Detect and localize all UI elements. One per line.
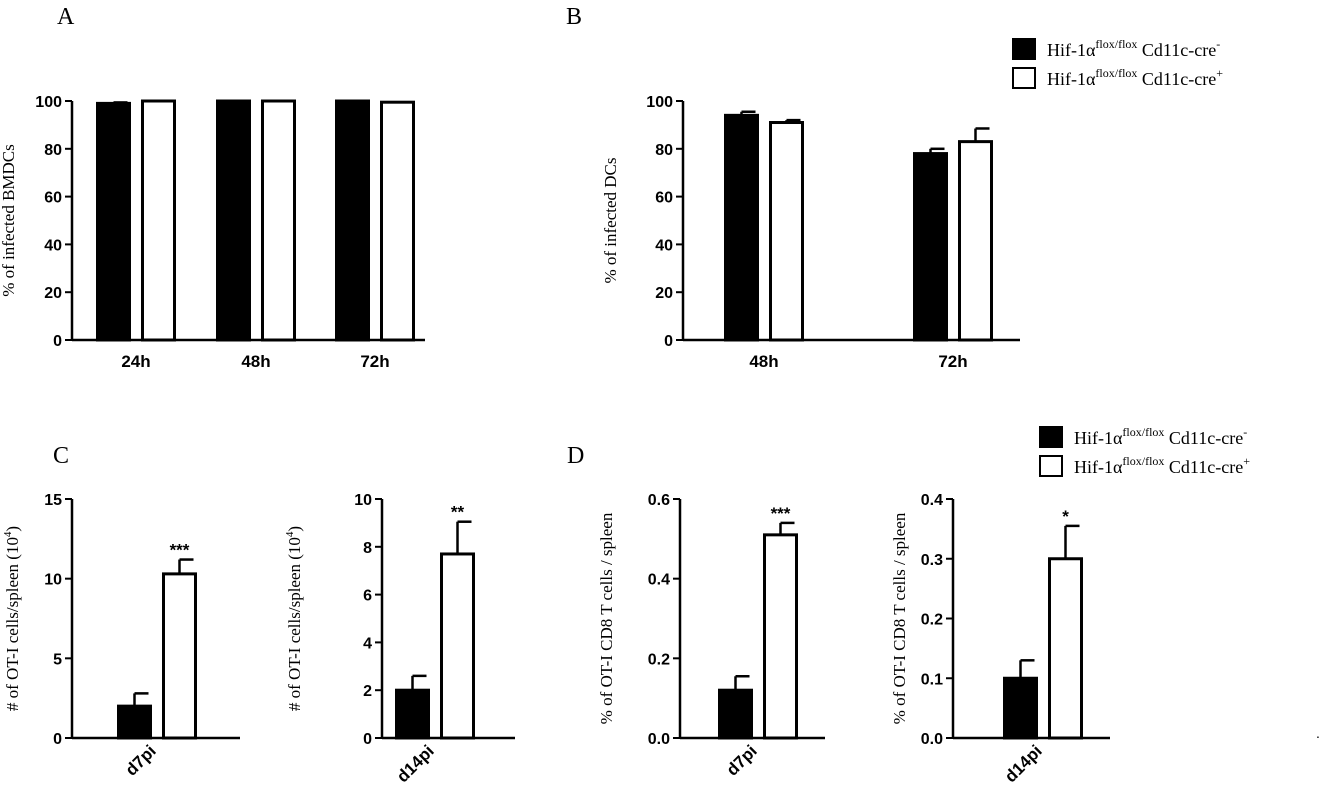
category-label-D1-0: d7pi	[723, 741, 761, 779]
chart-A: A % of infected BMDCs 0 20 40 60 80 100 24h 48h 72…	[0, 4, 425, 371]
category-label-A-2: 72h	[360, 352, 389, 371]
legend-label-B-0: Hif-1αflox/flox Cd11c-cre-	[1047, 37, 1220, 60]
y-tick-label-D1-0: 0.0	[648, 731, 670, 748]
y-tick-label-B-4: 80	[655, 142, 673, 159]
panel-label-C1: C	[53, 443, 69, 469]
y-tick-label-A-1: 20	[44, 285, 62, 302]
y-tick-label-D1-1: 0.2	[648, 651, 670, 668]
bar-C2-s1-c0	[440, 552, 475, 740]
y-tick-label-A-3: 60	[44, 190, 62, 207]
y-tick-label-C1-2: 10	[44, 572, 62, 589]
y-tick-label-C1-0: 0	[53, 731, 62, 748]
legend-swatch-D-0	[1039, 426, 1063, 448]
category-label-C2-0: d14pi	[393, 741, 438, 786]
legend-swatch-B-0	[1012, 38, 1036, 60]
chart-D1: D % of OT-I CD8 T cells / spleen 0.0 0.2 0.4…	[567, 443, 825, 780]
significance-C2-0: **	[451, 503, 465, 522]
legend-label-B-1: Hif-1αflox/flox Cd11c-cre+	[1047, 66, 1223, 89]
bar-D1-s0-c0	[718, 688, 753, 740]
bar-D2-s1-c0	[1048, 557, 1083, 740]
panel-label-B: B	[566, 4, 582, 30]
category-label-C1-0: d7pi	[122, 741, 160, 779]
y-tick-label-A-0: 0	[53, 333, 62, 350]
y-tick-label-A-5: 100	[35, 94, 62, 111]
y-tick-label-A-4: 80	[44, 142, 62, 159]
stray-mark: .	[1316, 725, 1320, 741]
bar-A-s1-c0	[141, 99, 176, 342]
bar-A-s1-c2	[380, 100, 415, 342]
y-tick-label-B-5: 100	[646, 94, 673, 111]
category-label-A-1: 48h	[241, 352, 270, 371]
y-axis-label-D2: % of OT-I CD8 T cells / spleen	[890, 512, 909, 724]
y-tick-label-D2-0: 0.0	[921, 731, 943, 748]
y-tick-label-D2-4: 0.4	[921, 492, 943, 509]
category-label-B-0: 48h	[749, 352, 778, 371]
legend-swatch-B-1	[1012, 67, 1036, 89]
y-tick-label-C2-4: 8	[363, 540, 372, 557]
bar-A-s1-c1	[261, 99, 296, 342]
bar-C2-s0-c0	[395, 688, 430, 740]
significance-C1-0: ***	[170, 541, 190, 560]
y-tick-label-C2-2: 4	[363, 635, 372, 652]
y-tick-label-B-1: 20	[655, 285, 673, 302]
y-tick-label-C2-3: 6	[363, 588, 372, 605]
bar-B-s1-c0	[769, 121, 804, 342]
y-tick-label-C2-0: 0	[363, 731, 372, 748]
significance-D2-0: *	[1062, 507, 1069, 526]
bar-C1-s1-c0	[162, 572, 197, 740]
legend-B: Hif-1αflox/flox Cd11c-cre- Hif-1αflox/flo…	[1012, 37, 1223, 89]
bar-D1-s1-c0	[763, 533, 798, 740]
y-tick-label-D2-3: 0.3	[921, 552, 943, 569]
y-tick-label-B-2: 40	[655, 237, 673, 254]
y-axis-label-C2: # of OT-I cells/spleen (104)	[284, 526, 304, 711]
bar-B-s1-c1	[958, 140, 993, 342]
legend-label-D-0: Hif-1αflox/flox Cd11c-cre-	[1074, 425, 1247, 448]
chart-B: B % of infected DCs 0 20 40 60 80 100 48h 72h	[566, 4, 1020, 371]
chart-C1: C # of OT-I cells/spleen (104) 0 5 10 15 *** d7…	[2, 443, 240, 780]
y-axis-label-C1: # of OT-I cells/spleen (104)	[2, 526, 22, 711]
legend-label-D-1: Hif-1αflox/flox Cd11c-cre+	[1074, 454, 1250, 477]
panel-label-A: A	[57, 4, 75, 30]
y-tick-label-C2-5: 10	[354, 492, 372, 509]
panel-label-D1: D	[567, 443, 584, 469]
y-tick-label-C1-3: 15	[44, 492, 62, 509]
y-tick-label-D2-2: 0.2	[921, 612, 943, 629]
y-axis-label-A: % of infected BMDCs	[0, 144, 18, 297]
chart-C2: # of OT-I cells/spleen (104) 0 2 4 6 8 10 ** d14…	[284, 492, 515, 786]
y-tick-label-C2-1: 2	[363, 683, 372, 700]
y-tick-label-A-2: 40	[44, 237, 62, 254]
y-tick-label-D1-3: 0.6	[648, 492, 670, 509]
category-label-B-1: 72h	[938, 352, 967, 371]
y-tick-label-B-3: 60	[655, 190, 673, 207]
category-label-D2-0: d14pi	[1001, 741, 1046, 786]
y-tick-label-D1-2: 0.4	[648, 572, 670, 589]
y-tick-label-B-0: 0	[664, 333, 673, 350]
bar-C1-s0-c0	[117, 704, 152, 740]
bar-D2-s0-c0	[1003, 676, 1038, 740]
bar-B-s0-c0	[724, 113, 759, 342]
category-label-A-0: 24h	[121, 352, 150, 371]
y-axis-label-B: % of infected DCs	[601, 157, 620, 283]
y-axis-label-D1: % of OT-I CD8 T cells / spleen	[597, 512, 616, 724]
legend-D: Hif-1αflox/flox Cd11c-cre- Hif-1αflox/flo…	[1039, 425, 1250, 477]
bar-A-s0-c1	[216, 99, 251, 342]
significance-D1-0: ***	[771, 504, 791, 523]
legend-swatch-D-1	[1039, 455, 1063, 477]
y-tick-label-C1-1: 5	[53, 651, 62, 668]
bar-A-s0-c2	[335, 99, 370, 342]
bar-B-s0-c1	[913, 152, 948, 342]
y-tick-label-D2-1: 0.1	[921, 671, 943, 688]
bar-A-s0-c0	[96, 101, 131, 342]
chart-D2: % of OT-I CD8 T cells / spleen 0.0 0.1 0.2 0…	[890, 492, 1110, 786]
